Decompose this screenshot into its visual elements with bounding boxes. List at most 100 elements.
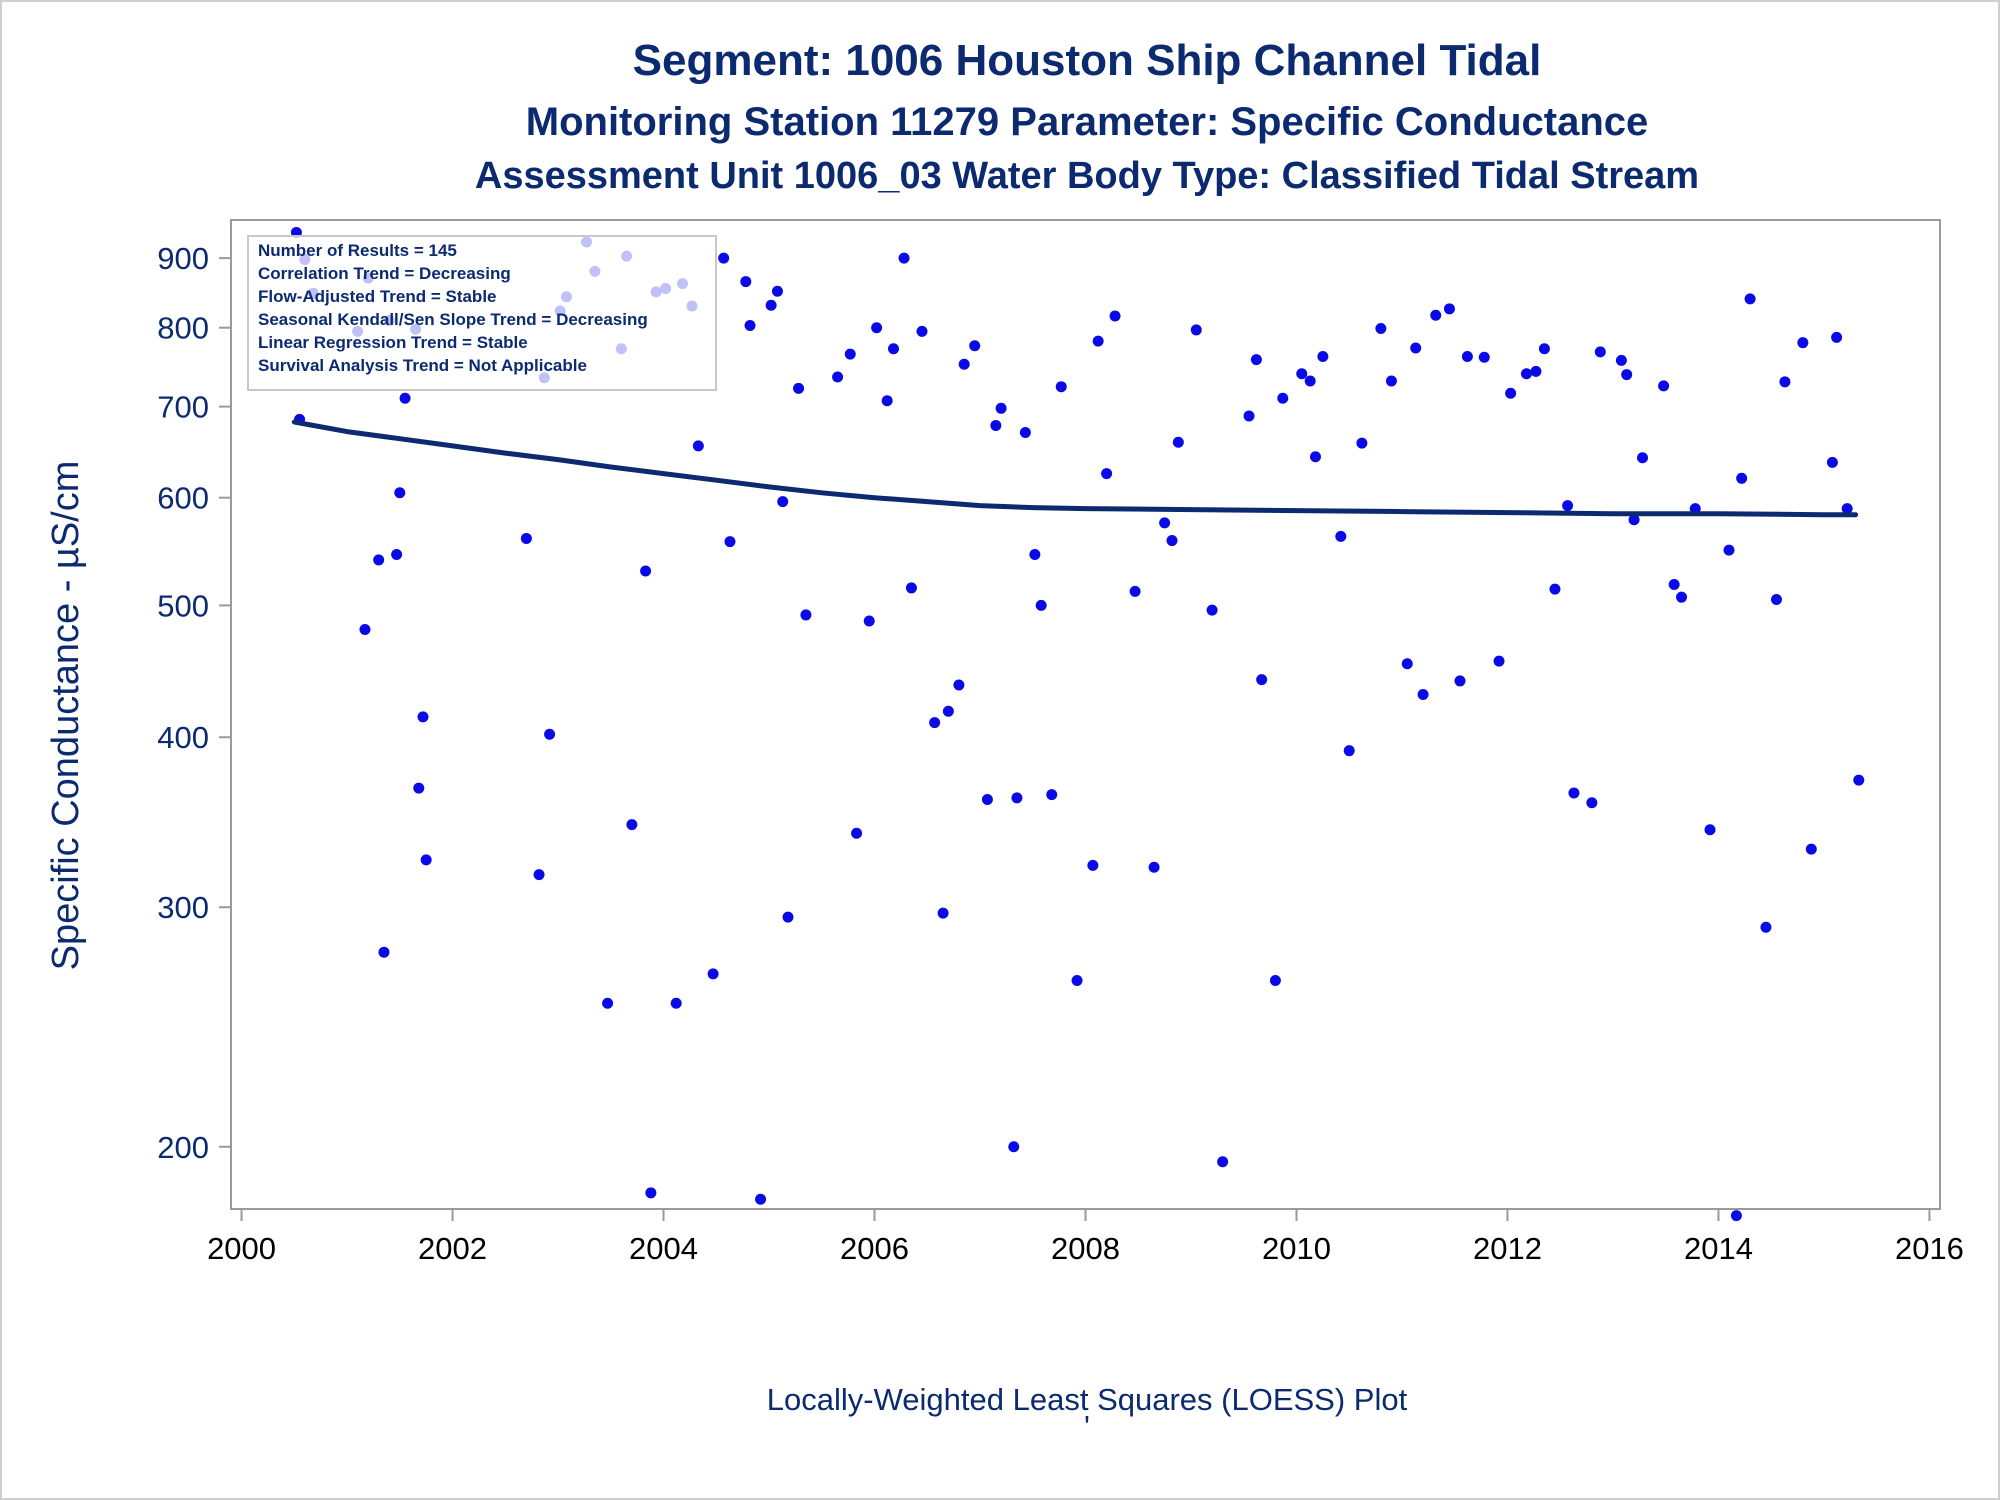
data-point <box>626 819 638 831</box>
x-tick-label: 2014 <box>1684 1231 1753 1266</box>
data-point <box>1770 594 1782 606</box>
data-point <box>1586 797 1598 809</box>
data-point <box>1356 437 1368 449</box>
data-point <box>378 946 390 958</box>
x-tick-label: 2000 <box>207 1231 276 1266</box>
data-point <box>692 440 704 452</box>
data-point <box>942 705 954 717</box>
x-tick-label: 2012 <box>1473 1231 1542 1266</box>
data-point <box>1668 579 1680 591</box>
data-point <box>391 548 403 560</box>
data-point <box>1296 368 1308 380</box>
data-point <box>1530 365 1542 377</box>
data-point <box>1461 350 1473 362</box>
data-point <box>1129 585 1141 597</box>
data-point <box>1736 472 1748 484</box>
data-point <box>1309 451 1321 463</box>
data-point <box>1493 655 1505 667</box>
data-point <box>1401 658 1413 670</box>
data-point <box>958 358 970 370</box>
data-point <box>399 392 411 404</box>
y-tick-label: 800 <box>157 311 209 346</box>
x-tick-label: 2002 <box>418 1231 487 1266</box>
data-point <box>771 285 783 297</box>
data-point <box>1676 591 1688 603</box>
data-point <box>1269 974 1281 986</box>
data-point <box>1723 544 1735 556</box>
data-point <box>1568 787 1580 799</box>
data-point <box>793 382 805 394</box>
data-point <box>1797 337 1809 349</box>
data-point <box>1159 517 1171 529</box>
y-axis-label: Specific Conductance - µS/cm <box>45 461 87 971</box>
data-point <box>863 615 875 627</box>
data-point <box>1277 392 1289 404</box>
data-point <box>520 532 532 544</box>
data-point <box>1831 331 1843 343</box>
data-point <box>1621 369 1633 381</box>
data-point <box>888 343 900 355</box>
data-point <box>1343 745 1355 757</box>
data-point <box>1035 599 1047 611</box>
data-point <box>1092 335 1104 347</box>
data-point <box>544 728 556 740</box>
data-point <box>413 782 425 794</box>
data-point <box>969 340 981 352</box>
data-point <box>417 711 429 723</box>
y-tick-label: 700 <box>157 390 209 425</box>
data-point <box>1172 436 1184 448</box>
data-point <box>937 907 949 919</box>
data-point <box>1029 548 1041 560</box>
data-point <box>1744 293 1756 305</box>
y-tick-label: 600 <box>157 481 209 516</box>
data-point <box>1317 350 1329 362</box>
x-tick-label: 2006 <box>840 1231 909 1266</box>
data-point <box>1243 410 1255 422</box>
data-point <box>1109 310 1121 322</box>
data-point <box>1779 376 1791 388</box>
data-point <box>777 496 789 508</box>
data-point <box>1615 354 1627 366</box>
data-point <box>1190 324 1202 336</box>
footer-caption: Locally-Weighted Least Squares (LOESS) P… <box>87 1382 2000 1442</box>
stats-box <box>247 235 717 391</box>
data-point <box>1019 426 1031 438</box>
data-point <box>929 717 941 729</box>
data-point <box>1166 535 1178 547</box>
data-point <box>1101 468 1113 480</box>
data-point <box>1206 604 1218 616</box>
data-point <box>744 320 756 332</box>
x-tick-label: 2010 <box>1262 1231 1331 1266</box>
data-point <box>1011 792 1023 804</box>
data-point <box>1250 354 1262 366</box>
data-point <box>800 609 812 621</box>
x-tick-label: 2016 <box>1895 1231 1964 1266</box>
data-point <box>1594 346 1606 358</box>
data-point <box>740 276 752 288</box>
data-point <box>953 679 965 691</box>
data-point <box>905 582 917 594</box>
data-point <box>724 536 736 548</box>
data-point <box>602 997 614 1009</box>
stats-line: Correlation Trend = Decreasing <box>258 264 511 283</box>
data-point <box>981 793 993 805</box>
data-point <box>1335 530 1347 542</box>
data-point <box>533 869 545 881</box>
data-point <box>1385 375 1397 387</box>
data-point <box>1562 500 1574 512</box>
data-point <box>995 402 1007 414</box>
data-point <box>1375 322 1387 334</box>
data-point <box>1410 342 1422 354</box>
data-point <box>1505 387 1517 399</box>
y-tick-label: 400 <box>157 720 209 755</box>
data-point <box>1304 375 1316 387</box>
data-point <box>1628 514 1640 526</box>
data-point <box>645 1187 657 1199</box>
data-point <box>851 827 863 839</box>
data-point <box>1148 861 1160 873</box>
x-tick-label: 2008 <box>1051 1231 1120 1266</box>
chart-title: Segment: 1006 Houston Ship Channel Tidal <box>632 36 1542 85</box>
data-point <box>898 252 910 264</box>
